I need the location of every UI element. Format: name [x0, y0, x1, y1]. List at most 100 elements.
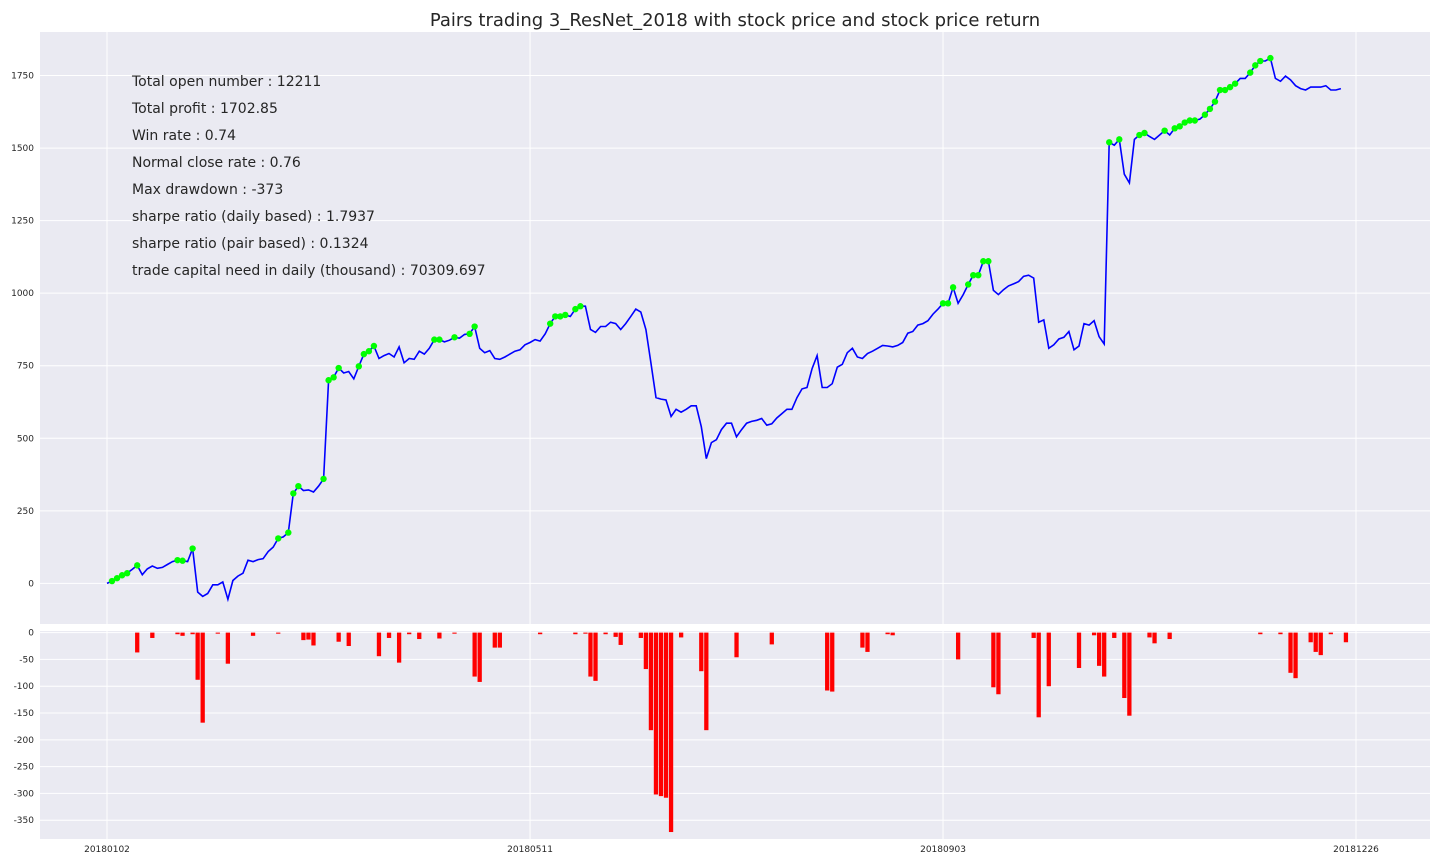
- y-tick-label: -200: [14, 736, 35, 746]
- return-bar: [618, 632, 623, 645]
- stat-sharpe-daily: sharpe ratio (daily based) : 1.7937: [132, 209, 375, 225]
- return-bar: [860, 632, 865, 648]
- y-tick-label: -250: [14, 763, 35, 773]
- trade-marker: [980, 258, 987, 265]
- return-bar: [200, 632, 205, 723]
- return-bar: [477, 632, 482, 682]
- trade-marker: [1247, 69, 1254, 76]
- trade-marker: [451, 334, 458, 341]
- return-bar: [1313, 632, 1318, 652]
- trade-marker: [949, 284, 957, 291]
- return-bar: [215, 632, 220, 634]
- return-bar: [1122, 632, 1127, 699]
- trade-marker: [1201, 111, 1209, 118]
- trade-marker: [179, 557, 186, 564]
- bottom-panel: 0-50-100-150-200-250-300-350 20180102 201…: [14, 629, 1430, 855]
- bottom-panel-grid: [40, 631, 1430, 839]
- return-bar: [648, 632, 654, 731]
- trade-marker: [944, 300, 952, 307]
- y-tick-label: 0: [28, 579, 34, 589]
- trade-marker: [557, 313, 564, 320]
- return-bar: [583, 632, 588, 634]
- trade-marker: [965, 281, 972, 288]
- stat-trade-capital: trade capital need in daily (thousand) :…: [132, 263, 486, 279]
- return-bar: [472, 632, 477, 677]
- return-bar: [195, 632, 200, 680]
- trade-marker: [1181, 119, 1188, 126]
- return-bar: [1031, 632, 1036, 638]
- return-bar: [376, 632, 382, 657]
- trade-marker: [546, 320, 554, 327]
- y-tick-label: 0: [28, 629, 34, 639]
- y-tick-label: -50: [19, 655, 34, 665]
- return-bar: [1091, 632, 1097, 636]
- trade-marker: [290, 490, 297, 497]
- y-tick-label: 1250: [11, 217, 34, 227]
- return-bar: [734, 632, 739, 658]
- return-bar: [150, 632, 155, 638]
- trade-marker: [939, 300, 947, 307]
- y-tick-label: -100: [14, 682, 35, 692]
- trade-marker: [562, 311, 569, 319]
- return-bar: [678, 632, 684, 638]
- chart-title: Pairs trading 3_ResNet_2018 with stock p…: [430, 10, 1040, 31]
- y-tick-label: 250: [17, 507, 34, 517]
- return-bar: [276, 632, 281, 634]
- x-tick-label: 20181226: [1333, 845, 1379, 855]
- trade-marker: [113, 574, 121, 582]
- trade-marker: [985, 258, 992, 265]
- trade-marker: [1206, 105, 1214, 113]
- top-y-tick-labels: 0 250 500 750 1000 1250 1500 1750: [11, 72, 34, 590]
- return-bar: [613, 632, 618, 637]
- return-bar: [1318, 632, 1323, 656]
- x-tick-label: 20180903: [920, 845, 966, 855]
- trade-marker: [365, 348, 373, 355]
- trade-marker: [552, 313, 559, 320]
- return-bar: [386, 632, 392, 638]
- trade-marker: [320, 475, 327, 483]
- series-line-cumulative-profit: [106, 56, 1342, 603]
- top-panel-background: [40, 32, 1430, 624]
- trade-marker: [295, 482, 302, 490]
- stat-total-open-number: Total open number : 12211: [131, 74, 321, 90]
- return-bar: [991, 632, 996, 688]
- return-bar: [396, 632, 402, 663]
- return-bar: [1076, 632, 1082, 668]
- trade-marker: [1257, 57, 1264, 65]
- stat-sharpe-pair: sharpe ratio (pair based) : 0.1324: [132, 236, 369, 252]
- trade-marker: [118, 572, 126, 579]
- trade-marker: [1106, 139, 1113, 146]
- trade-marker: [1161, 127, 1168, 134]
- return-bar: [250, 632, 256, 636]
- x-tick-labels: 20180102 20180511 20180903 20181226: [84, 845, 1379, 855]
- trade-marker: [174, 556, 181, 564]
- return-bars: [135, 632, 1349, 833]
- return-bar: [638, 632, 643, 638]
- trade-marker: [134, 562, 141, 569]
- return-bar: [537, 632, 543, 635]
- return-bar: [830, 632, 835, 692]
- trade-marker: [355, 363, 363, 370]
- return-bar: [135, 632, 140, 653]
- return-bar: [1127, 632, 1132, 716]
- return-bar: [593, 632, 598, 681]
- top-panel-grid: [40, 32, 1430, 624]
- return-bar: [588, 632, 593, 677]
- trade-marker: [370, 342, 378, 350]
- return-bar: [658, 632, 664, 797]
- y-tick-label: -300: [14, 789, 35, 799]
- trade-marker: [431, 336, 438, 343]
- trade-marker: [1186, 117, 1194, 124]
- bottom-panel-background: [40, 631, 1430, 839]
- stat-max-drawdown: Max drawdown : -373: [132, 182, 283, 198]
- return-bar: [1167, 632, 1172, 640]
- return-bar: [452, 632, 457, 634]
- trade-marker: [335, 364, 342, 372]
- return-bar: [336, 632, 341, 642]
- return-bar: [301, 632, 306, 641]
- trade-marker: [975, 271, 982, 279]
- trade-marker: [275, 535, 282, 542]
- return-bar: [996, 632, 1001, 695]
- return-bar: [1112, 632, 1117, 638]
- trade-marker: [466, 330, 473, 338]
